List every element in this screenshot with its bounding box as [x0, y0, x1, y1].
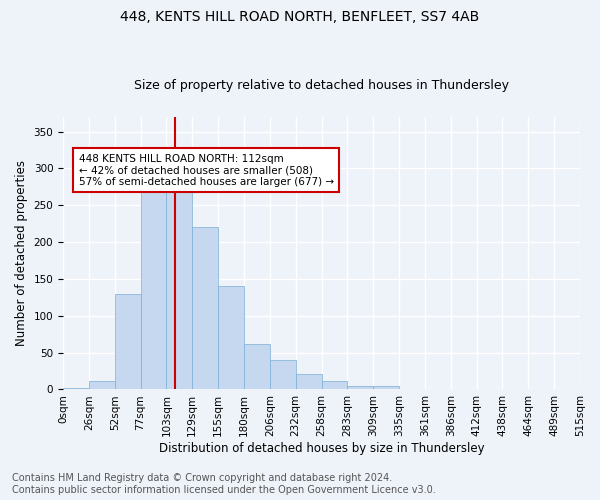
- Bar: [192, 228, 218, 390]
- Bar: [140, 192, 166, 390]
- Bar: [399, 388, 425, 390]
- Bar: [89, 380, 115, 390]
- Bar: [322, 382, 347, 390]
- Bar: [270, 360, 296, 390]
- Text: Contains HM Land Registry data © Crown copyright and database right 2024.
Contai: Contains HM Land Registry data © Crown c…: [12, 474, 436, 495]
- X-axis label: Distribution of detached houses by size in Thundersley: Distribution of detached houses by size …: [159, 442, 484, 455]
- Bar: [63, 388, 89, 390]
- Text: 448 KENTS HILL ROAD NORTH: 112sqm
← 42% of detached houses are smaller (508)
57%: 448 KENTS HILL ROAD NORTH: 112sqm ← 42% …: [79, 154, 334, 187]
- Bar: [373, 386, 399, 390]
- Bar: [296, 374, 322, 390]
- Text: 448, KENTS HILL ROAD NORTH, BENFLEET, SS7 4AB: 448, KENTS HILL ROAD NORTH, BENFLEET, SS…: [121, 10, 479, 24]
- Bar: [218, 286, 244, 390]
- Bar: [347, 386, 373, 390]
- Y-axis label: Number of detached properties: Number of detached properties: [15, 160, 28, 346]
- Bar: [244, 344, 270, 390]
- Bar: [166, 176, 192, 390]
- Bar: [115, 294, 140, 390]
- Title: Size of property relative to detached houses in Thundersley: Size of property relative to detached ho…: [134, 79, 509, 92]
- Bar: [554, 388, 580, 390]
